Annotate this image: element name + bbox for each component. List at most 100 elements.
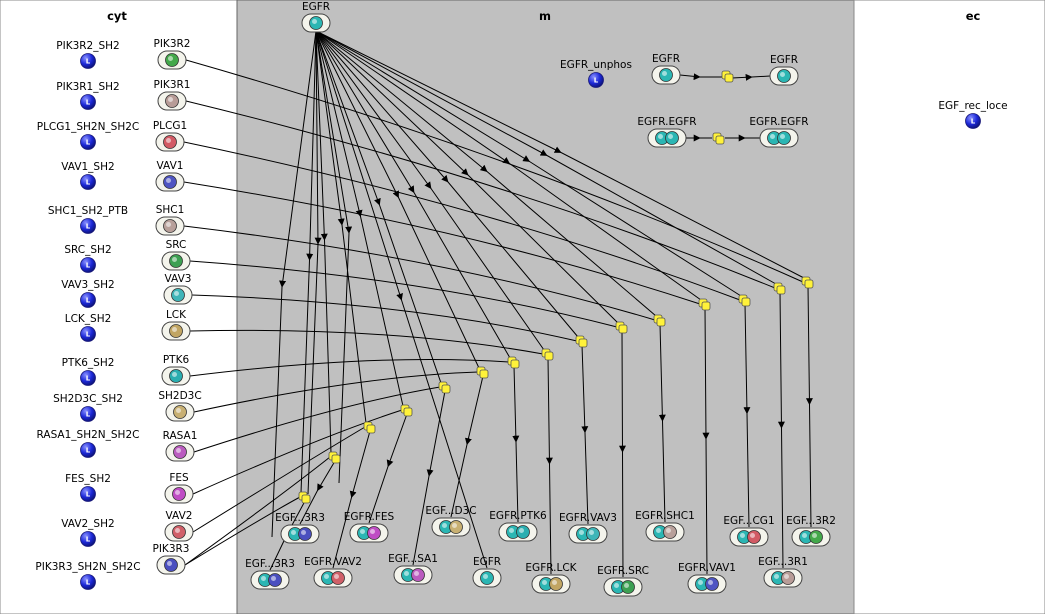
- ligand-shc1_sh2_ptb[interactable]: L: [80, 218, 96, 234]
- complex-c_egfr[interactable]: [472, 568, 502, 588]
- reaction-edge: [315, 30, 805, 279]
- ligand-vav3_sh2-label: VAV3_SH2: [61, 279, 114, 291]
- ligand-rasa1_sh2n_sh2c[interactable]: L: [80, 442, 96, 458]
- complex-c_vav3-label: EGFR.VAV3: [559, 512, 617, 524]
- reaction-edge: [658, 323, 666, 523]
- process-node-c_lck[interactable]: [541, 348, 554, 361]
- complex-c_rasa1[interactable]: [393, 565, 433, 585]
- process-node-c_ptk6[interactable]: [507, 356, 520, 369]
- protein-vav3[interactable]: [163, 285, 193, 305]
- process-node-c_src[interactable]: [615, 321, 628, 334]
- ligand-icon: [80, 257, 96, 273]
- ligand-pik3r2_sh2[interactable]: L: [80, 53, 96, 69]
- node-egf-rec-loce[interactable]: L: [965, 113, 981, 129]
- protein-egfr-product-label: EGFR: [770, 54, 798, 66]
- complex-c_pik3r3b[interactable]: [250, 570, 290, 590]
- ligand-vav1_sh2[interactable]: L: [80, 174, 96, 190]
- reaction-edge: [315, 30, 545, 351]
- reaction-edge: [450, 375, 484, 518]
- protein-pik3r3[interactable]: [156, 555, 186, 575]
- ligand-fes_sh2[interactable]: L: [80, 486, 96, 502]
- protein-egfr-reactant-label: EGFR: [652, 53, 680, 65]
- ligand-pik3r3_sh2n_sh2c[interactable]: L: [80, 574, 96, 590]
- ligand-plcg1_sh2n_sh2c[interactable]: L: [80, 134, 96, 150]
- ligand-icon: [80, 406, 96, 422]
- protein-vav2[interactable]: [164, 522, 194, 542]
- complex-c_fes[interactable]: [349, 523, 389, 543]
- complex-c_shc1[interactable]: [645, 522, 685, 542]
- complex-c_sh2d3c[interactable]: [431, 517, 471, 537]
- ligand-ptk6_sh2[interactable]: L: [80, 370, 96, 386]
- reaction-edge: [189, 329, 544, 355]
- protein-rasa1[interactable]: [165, 442, 195, 462]
- process-node-c_shc1[interactable]: [653, 314, 666, 327]
- protein-egfr-reactant[interactable]: [651, 65, 681, 85]
- process-node-c_plcg1[interactable]: [738, 294, 751, 307]
- node-egfr-unphos[interactable]: L: [588, 72, 604, 88]
- process-node-dimerization[interactable]: [712, 132, 725, 145]
- complex-c_vav2[interactable]: [313, 568, 353, 588]
- reaction-edge: [805, 285, 813, 528]
- process-node-c_vav1[interactable]: [698, 298, 711, 311]
- protein-fes[interactable]: [164, 484, 194, 504]
- protein-rasa1-label: RASA1: [163, 430, 198, 442]
- protein-lck[interactable]: [161, 321, 191, 341]
- complex-c_src[interactable]: [603, 577, 643, 597]
- reaction-edge: [315, 30, 657, 317]
- edge-layer: [183, 30, 813, 578]
- protein-shc1[interactable]: [155, 216, 185, 236]
- process-node-c_sh2d3c[interactable]: [476, 366, 489, 379]
- complex-c_lck[interactable]: [531, 574, 571, 594]
- complex-c_pik3r3a[interactable]: [280, 524, 320, 544]
- complex-c_pik3r1[interactable]: [763, 568, 803, 588]
- protein-pik3r1[interactable]: [157, 91, 187, 111]
- complex-egfr-egfr-product[interactable]: [759, 128, 799, 148]
- ligand-icon: [80, 531, 96, 547]
- protein-vav1-label: VAV1: [157, 160, 184, 172]
- complex-egfr-egfr-product-label: EGFR.EGFR: [749, 116, 808, 128]
- ligand-src_sh2[interactable]: L: [80, 257, 96, 273]
- protein-plcg1[interactable]: [155, 132, 185, 152]
- process-node-c_vav2[interactable]: [363, 421, 376, 434]
- process-node-c_rasa1[interactable]: [438, 381, 451, 394]
- complex-c_vav1[interactable]: [687, 574, 727, 594]
- protein-src[interactable]: [161, 251, 191, 271]
- compartment-title-m: m: [539, 9, 551, 23]
- complex-c_plcg1[interactable]: [729, 527, 769, 547]
- reaction-edge: [315, 30, 367, 424]
- complex-c_vav3[interactable]: [568, 524, 608, 544]
- reaction-edge: [743, 303, 751, 528]
- process-node-c_pik3r2[interactable]: [801, 276, 814, 289]
- process-node-c_fes[interactable]: [400, 404, 413, 417]
- process-node-c_vav3[interactable]: [575, 335, 588, 348]
- process-node-c_pik3r3a[interactable]: [328, 451, 341, 464]
- ligand-vav2_sh2[interactable]: L: [80, 531, 96, 547]
- complex-c_ptk6-label: EGFR.PTK6: [489, 510, 547, 522]
- protein-pik3r2[interactable]: [157, 50, 187, 70]
- complex-egfr-egfr-reactant[interactable]: [647, 128, 687, 148]
- ligand-lck_sh2[interactable]: L: [80, 326, 96, 342]
- complex-c_src-label: EGFR.SRC: [597, 565, 649, 577]
- process-node-phosphorylation[interactable]: [721, 70, 734, 83]
- reaction-edge: [192, 426, 366, 533]
- protein-sh2d3c[interactable]: [165, 402, 195, 422]
- complex-c_lck-label: EGFR.LCK: [525, 562, 577, 574]
- protein-ptk6[interactable]: [161, 366, 191, 386]
- protein-ptk6-label: PTK6: [163, 354, 190, 366]
- process-node-c_pik3r1[interactable]: [773, 282, 786, 295]
- protein-sh2d3c-label: SH2D3C: [158, 390, 201, 402]
- reaction-edge: [315, 30, 579, 338]
- process-node-c_pik3r3b[interactable]: [298, 491, 311, 504]
- protein-egfr-top[interactable]: [301, 13, 331, 33]
- protein-egfr-product[interactable]: [769, 66, 799, 86]
- protein-vav1[interactable]: [155, 172, 185, 192]
- ligand-pik3r1_sh2[interactable]: L: [80, 94, 96, 110]
- reaction-edge: [332, 430, 371, 569]
- ligand-vav3_sh2[interactable]: L: [80, 292, 96, 308]
- complex-c_rasa1-label: EGF...SA1: [388, 553, 438, 565]
- ligand-sh2d3c_sh2[interactable]: L: [80, 406, 96, 422]
- complex-c_pik3r2[interactable]: [791, 527, 831, 547]
- ligand-icon: [80, 134, 96, 150]
- complex-c_ptk6[interactable]: [498, 522, 538, 542]
